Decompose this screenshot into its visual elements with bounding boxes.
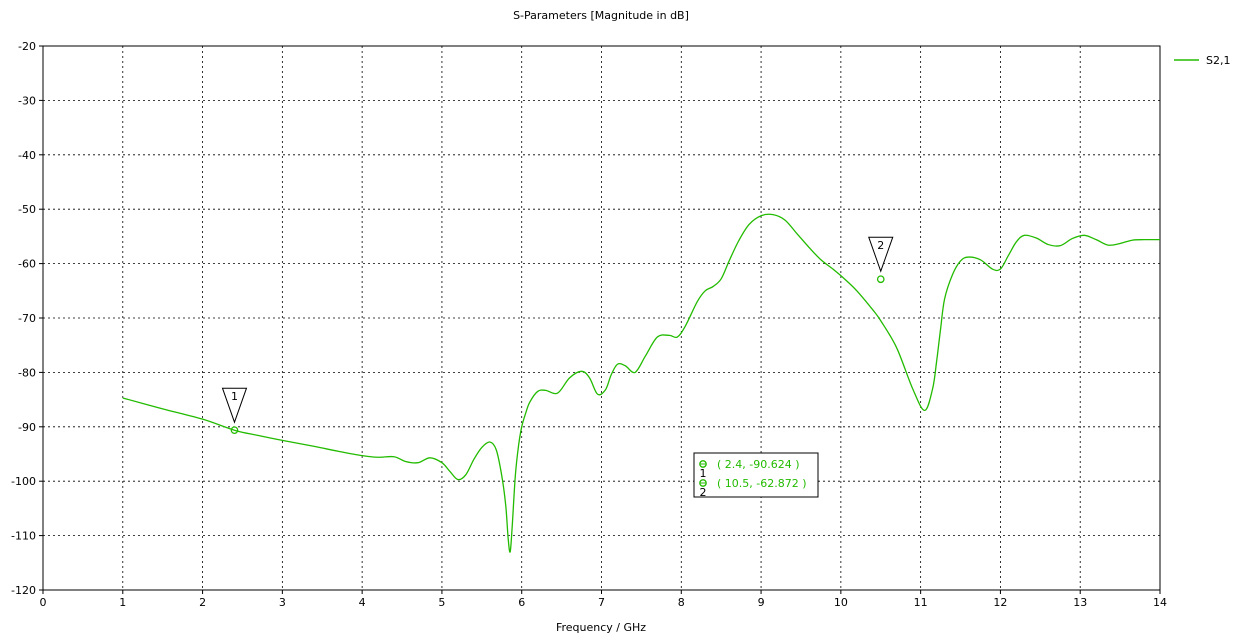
marker-point [876, 275, 885, 284]
x-tick-label: 7 [598, 596, 605, 609]
y-tick-label: -20 [18, 40, 36, 53]
series-line-s21 [122, 213, 1161, 553]
chart-title: S-Parameters [Magnitude in dB] [513, 9, 689, 22]
x-tick-label: 14 [1153, 596, 1167, 609]
x-tick-label: 9 [758, 596, 765, 609]
x-tick-label: 4 [359, 596, 366, 609]
y-tick-label: -100 [11, 475, 36, 488]
readout-marker-value: ( 10.5, -62.872 ) [717, 477, 807, 490]
x-tick-label: 8 [678, 596, 685, 609]
x-tick-label: 5 [438, 596, 445, 609]
y-tick-label: -30 [18, 94, 36, 107]
y-tick-label: -80 [18, 366, 36, 379]
y-tick-label: -70 [18, 312, 36, 325]
y-tick-label: -50 [18, 203, 36, 216]
x-axis-label: Frequency / GHz [556, 621, 646, 634]
marker-flag-triangle [221, 387, 248, 424]
x-tick-label: 0 [40, 596, 47, 609]
readout-marker-icon [699, 479, 707, 487]
legend-label: S2,1 [1206, 54, 1230, 67]
readout-marker-id: 2 [700, 486, 707, 499]
readout-marker-icon [699, 460, 707, 468]
marker-flag-label: 1 [231, 390, 238, 403]
grid-lines [43, 46, 1160, 590]
marker-1: 1 [221, 387, 248, 435]
marker-flag-triangle [868, 236, 894, 273]
marker-point [230, 426, 239, 435]
y-tick-label: -120 [11, 584, 36, 597]
marker-layer: 12 [221, 236, 894, 435]
legend: S2,1 [1174, 54, 1230, 67]
x-tick-label: 3 [279, 596, 286, 609]
readout-marker-id: 1 [700, 467, 707, 480]
x-axis-ticks: 0 1 2 3 4 5 6 7 8 9 10 11 12 13 14 [40, 590, 1167, 609]
readout-frame [693, 452, 819, 498]
marker-2: 2 [868, 236, 894, 284]
readout-marker-value: ( 2.4, -90.624 ) [717, 458, 800, 471]
series-layer [122, 213, 1161, 553]
marker-flag-label: 2 [877, 239, 884, 252]
marker-readout-box: 1 ( 2.4, -90.624 ) 2 ( 10.5, -62.872 ) [693, 452, 819, 499]
x-tick-label: 11 [914, 596, 928, 609]
x-tick-label: 6 [518, 596, 525, 609]
x-tick-label: 1 [119, 596, 126, 609]
x-tick-label: 2 [199, 596, 206, 609]
y-tick-label: -110 [11, 530, 36, 543]
y-tick-label: -40 [18, 149, 36, 162]
y-tick-label: -60 [18, 258, 36, 271]
x-tick-label: 13 [1073, 596, 1087, 609]
y-tick-label: -90 [18, 421, 36, 434]
x-tick-label: 10 [834, 596, 848, 609]
y-axis-ticks: -20 -30 -40 -50 -60 -70 -80 -90 -100 -110 -120 [11, 40, 43, 597]
x-tick-label: 12 [993, 596, 1007, 609]
